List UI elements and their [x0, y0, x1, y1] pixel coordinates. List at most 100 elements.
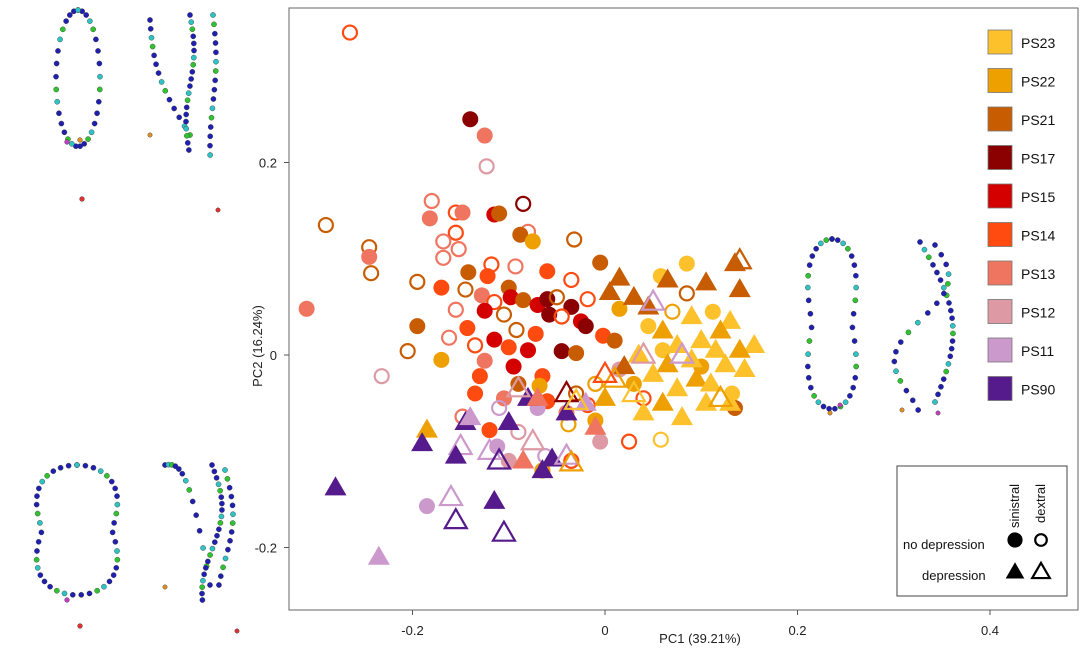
data-point-ps21	[728, 278, 751, 298]
data-point-ps14	[539, 263, 556, 280]
landmark-dot	[54, 98, 61, 105]
landmark-dot	[184, 97, 191, 104]
landmark-dot	[58, 120, 65, 127]
data-point-ps13	[447, 301, 464, 318]
landmark-dot	[948, 345, 955, 352]
landmark-dot	[899, 407, 905, 413]
marker-legend-column-dextral: dextral	[1033, 484, 1048, 523]
y-tick-label: 0	[270, 348, 277, 363]
landmark-dot	[188, 19, 195, 25]
landmark-dot	[218, 494, 225, 500]
landmark-dot	[207, 582, 213, 588]
landmark-dot	[945, 271, 952, 277]
landmark-dot	[33, 501, 40, 508]
landmark-dot	[209, 545, 216, 552]
landmark-dot	[930, 262, 936, 268]
landmark-dot	[228, 529, 235, 535]
data-point-ps90	[442, 506, 469, 530]
legend-label-ps15: PS15	[1021, 189, 1055, 205]
data-point-ps21	[622, 285, 645, 305]
data-point-ps14	[553, 308, 570, 325]
data-point-ps12	[478, 158, 495, 175]
landmark-dot	[63, 18, 69, 24]
landmark-dot	[53, 86, 60, 93]
landmark-dot	[208, 114, 215, 121]
landmark-dot	[829, 236, 835, 242]
landmark-dot	[91, 120, 98, 127]
landmark-dot	[229, 520, 236, 526]
landmark-dot	[905, 329, 912, 336]
landmark-dot	[85, 136, 91, 142]
landmark-dot	[199, 590, 205, 597]
landmark-dot	[191, 40, 197, 47]
data-point-ps23	[652, 431, 669, 448]
legend-swatch-ps14	[987, 222, 1013, 247]
data-point-ps14	[579, 291, 596, 308]
landmark-dot	[54, 587, 60, 594]
data-point-ps11	[640, 288, 667, 311]
landmark-dot	[190, 61, 197, 68]
landmark-dot	[227, 537, 233, 544]
landmark-dot	[95, 48, 101, 54]
landmark-dot	[806, 338, 813, 344]
landmark-dot	[155, 70, 162, 76]
data-point-ps22	[594, 386, 616, 406]
data-point-ps22	[707, 384, 734, 408]
legend-label-ps21: PS21	[1021, 112, 1055, 128]
landmark-dot	[915, 407, 921, 413]
landmark-dot	[943, 368, 950, 375]
landmark-dot	[153, 61, 159, 68]
legend-label-ps90: PS90	[1021, 382, 1055, 398]
legend-swatch-ps90	[987, 376, 1013, 401]
x-axis-label: PC1 (39.21%)	[659, 631, 741, 646]
landmark-dot	[948, 307, 954, 314]
data-point-ps13	[473, 287, 490, 304]
data-point-ps11	[491, 399, 508, 417]
data-point-ps14	[481, 422, 498, 439]
data-point-ps14	[500, 339, 517, 356]
data-point-ps21	[656, 268, 679, 288]
data-point-ps12	[630, 341, 657, 364]
landmark-dot	[114, 501, 121, 508]
data-point-ps90	[531, 459, 554, 479]
x-tick-label: 0.4	[981, 623, 999, 638]
x-tick-label: 0.2	[788, 623, 806, 638]
landmark-dot	[216, 582, 222, 588]
marker-legend-sinistral-triangle	[1005, 562, 1025, 579]
landmark-dot	[820, 403, 827, 410]
data-point-ps23	[678, 255, 695, 272]
data-point-ps12	[510, 423, 527, 441]
data-point-ps12	[373, 368, 390, 385]
landmark-dot	[848, 253, 855, 259]
landmark-dot	[851, 262, 858, 268]
landmark-dot	[212, 68, 219, 74]
data-point-ps15	[476, 302, 493, 319]
landmark-dot	[55, 48, 61, 54]
marker-legend-row-depression: depression	[922, 568, 986, 583]
landmark-dot	[850, 310, 857, 317]
landmark-dot	[852, 297, 859, 304]
landmark-dot	[162, 87, 169, 94]
landmark-dot	[201, 571, 207, 578]
landmark-dot	[934, 300, 940, 307]
landmark-dot	[891, 358, 898, 365]
landmark-dot	[77, 137, 83, 143]
data-point-ps11	[459, 406, 482, 426]
landmark-dot	[147, 26, 154, 32]
landmark-dot	[47, 583, 53, 590]
landmark-dot	[34, 565, 41, 571]
y-tick-label: 0.2	[259, 156, 277, 171]
landmark-dot	[945, 281, 951, 287]
landmark-dot	[213, 49, 219, 56]
landmark-dot	[182, 477, 189, 484]
landmark-dot	[50, 468, 57, 474]
landmark-dot	[805, 297, 812, 304]
data-point-ps22	[728, 338, 751, 358]
data-point-ps22	[558, 449, 585, 472]
data-point-ps22	[433, 351, 450, 368]
data-point-ps11	[418, 498, 435, 515]
landmark-dot	[934, 269, 940, 276]
data-point-ps23	[714, 353, 737, 373]
landmark-dot	[183, 111, 189, 118]
landmark-dot	[200, 577, 206, 584]
